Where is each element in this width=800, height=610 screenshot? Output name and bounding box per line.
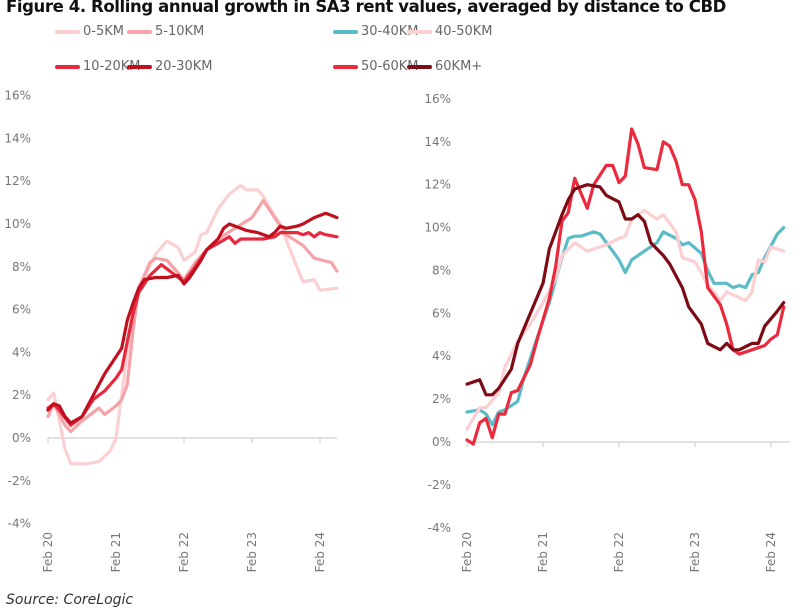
y-tick-label: 6% [12, 303, 31, 317]
legend-item: 60KM+ [407, 59, 482, 74]
y-tick-label: 10% [4, 217, 31, 231]
legend-swatch [55, 29, 80, 34]
series-line-50-60km [465, 127, 786, 446]
legend-swatch [407, 29, 432, 34]
y-tick-label: -2% [428, 478, 451, 492]
y-tick-label: 16% [424, 92, 451, 106]
legend-label: 50-60KM [361, 59, 419, 74]
legend-swatch [127, 29, 152, 34]
y-tick-label: -2% [8, 474, 31, 488]
x-tick-label: Feb 22 [612, 532, 626, 572]
figure-title: Figure 4. Rolling annual growth in SA3 r… [6, 0, 726, 16]
legend-label: 0-5KM [83, 24, 124, 39]
y-tick-label: -4% [428, 521, 451, 535]
legend-label: 10-20KM [83, 59, 141, 74]
legend-swatch [333, 29, 358, 34]
x-tick-label: Feb 22 [177, 532, 191, 572]
y-tick-label: 0% [432, 435, 451, 449]
legend-swatch [55, 64, 80, 69]
y-tick-label: 12% [4, 174, 31, 188]
series-line-40-50km [465, 208, 786, 431]
legend-label: 30-40KM [361, 24, 419, 39]
legend-item: 30-40KM [333, 24, 419, 39]
legend-item: 20-30KM [127, 59, 213, 74]
x-tick-label: Feb 20 [41, 532, 55, 572]
legend-swatch [333, 64, 358, 69]
x-tick-label: Feb 20 [460, 532, 474, 572]
legend-item: 5-10KM [127, 24, 204, 39]
y-tick-label: 10% [424, 221, 451, 235]
legend-label: 60KM+ [435, 59, 483, 74]
legend-swatch [127, 64, 152, 69]
y-tick-label: 6% [432, 306, 451, 320]
y-tick-label: 16% [4, 89, 31, 103]
y-tick-label: 0% [12, 431, 31, 445]
y-tick-label: 8% [12, 260, 31, 274]
series-line-20-30km [46, 211, 339, 425]
x-tick-label: Feb 24 [313, 532, 327, 572]
y-tick-label: 2% [432, 392, 451, 406]
y-tick-label: 14% [4, 131, 31, 145]
legend-label: 20-30KM [155, 59, 213, 74]
legend-swatch [407, 64, 432, 69]
x-tick-label: Feb 21 [109, 532, 123, 572]
y-tick-label: 2% [12, 388, 31, 402]
series-line-60km- [465, 183, 786, 397]
y-tick-label: 4% [12, 345, 31, 359]
legend-item: 40-50KM [407, 24, 493, 39]
y-tick-label: 4% [432, 349, 451, 363]
legend-label: 5-10KM [155, 24, 205, 39]
y-tick-label: -4% [8, 517, 31, 531]
x-tick-label: Feb 23 [688, 532, 702, 572]
y-tick-label: 8% [432, 263, 451, 277]
legend-label: 40-50KM [435, 24, 493, 39]
y-tick-label: 12% [424, 178, 451, 192]
legend-item: 50-60KM [333, 59, 419, 74]
x-tick-label: Feb 21 [536, 532, 550, 572]
series-line-30-40km [465, 226, 786, 427]
x-tick-label: Feb 24 [764, 532, 778, 572]
source-note: Source: CoreLogic [6, 592, 134, 608]
legend-item: 10-20KM [55, 59, 141, 74]
legend-item: 0-5KM [55, 24, 124, 39]
y-tick-label: 14% [424, 135, 451, 149]
x-tick-label: Feb 23 [245, 532, 259, 572]
